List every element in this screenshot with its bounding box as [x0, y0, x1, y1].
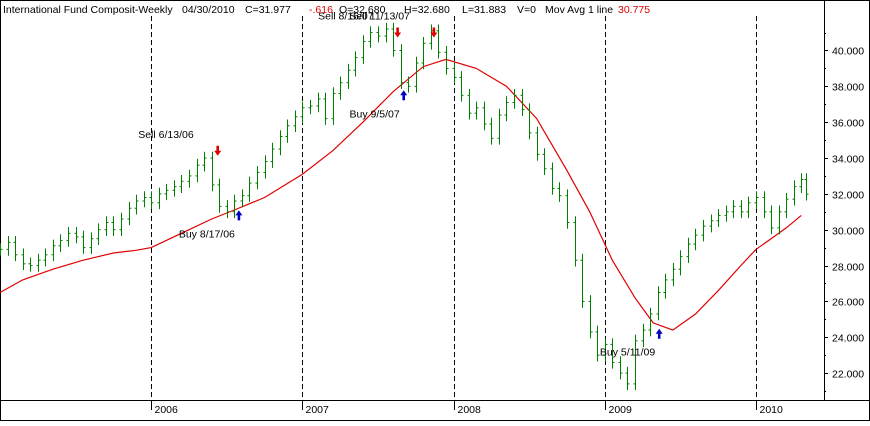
- x-tick-label: 2006: [155, 404, 179, 416]
- sell-arrow-icon: [214, 145, 222, 156]
- y-tick-label: 40.000: [832, 46, 864, 58]
- sell-signal-label: Sell 6/13/06: [138, 129, 194, 141]
- header-mov-avg-label: Mov Avg 1 line: [545, 4, 613, 16]
- header-date: 04/30/2010: [182, 4, 235, 16]
- y-tick-label: 22.000: [832, 369, 864, 381]
- buy-arrow-icon: [235, 210, 243, 221]
- buy-signal-label: Buy 5/11/09: [600, 347, 655, 359]
- y-tick-label: 38.000: [832, 82, 864, 94]
- sell-signal-label: Sell 8/16/07: [318, 11, 374, 23]
- x-tick-label: 2008: [458, 404, 482, 416]
- x-tick-label: 2009: [609, 404, 633, 416]
- x-tick-label: 2010: [760, 404, 784, 416]
- y-tick-label: 24.000: [832, 333, 864, 345]
- y-tick-label: 26.000: [832, 297, 864, 309]
- price-bars-layer: [0, 22, 809, 391]
- y-tick-label: 32.000: [832, 190, 864, 202]
- price-axis-ticks: 22.000 24.000 26.000 28.000 30.000 32.000 34.0…: [824, 33, 864, 392]
- buy-signal-label: Buy 8/17/06: [179, 228, 235, 240]
- y-tick-label: 34.000: [832, 154, 864, 166]
- annotation-layer: Sell 6/13/06 Buy 8/17/06 Sell 8/16/07 Buy 9…: [138, 11, 663, 359]
- buy-arrow-icon: [655, 328, 663, 339]
- y-tick-label: 30.000: [832, 226, 864, 238]
- buy-arrow-icon: [400, 90, 408, 101]
- y-tick-label: 36.000: [832, 118, 864, 130]
- header-close: C=31.977: [245, 4, 291, 16]
- header-change: -.616: [309, 4, 333, 16]
- sell-arrow-icon: [430, 27, 438, 38]
- sell-signal-label: Sell 11/13/07: [349, 11, 410, 23]
- header-low: L=31.883: [462, 4, 506, 16]
- header-volume: V=0: [517, 4, 536, 16]
- sell-arrow-icon: [394, 27, 402, 38]
- y-tick-label: 28.000: [832, 262, 864, 274]
- header-mov-avg-value: 30.775: [618, 4, 650, 16]
- buy-signal-label: Buy 9/5/07: [349, 108, 399, 120]
- header-title: International Fund Composit-Weekly: [3, 4, 173, 16]
- header-open: O=32.680: [339, 4, 386, 16]
- x-tick-label: 2007: [306, 404, 330, 416]
- header-high: H=32.680: [404, 4, 450, 16]
- time-axis-ticks: 2006 2007 2008 2009 2010: [151, 400, 784, 416]
